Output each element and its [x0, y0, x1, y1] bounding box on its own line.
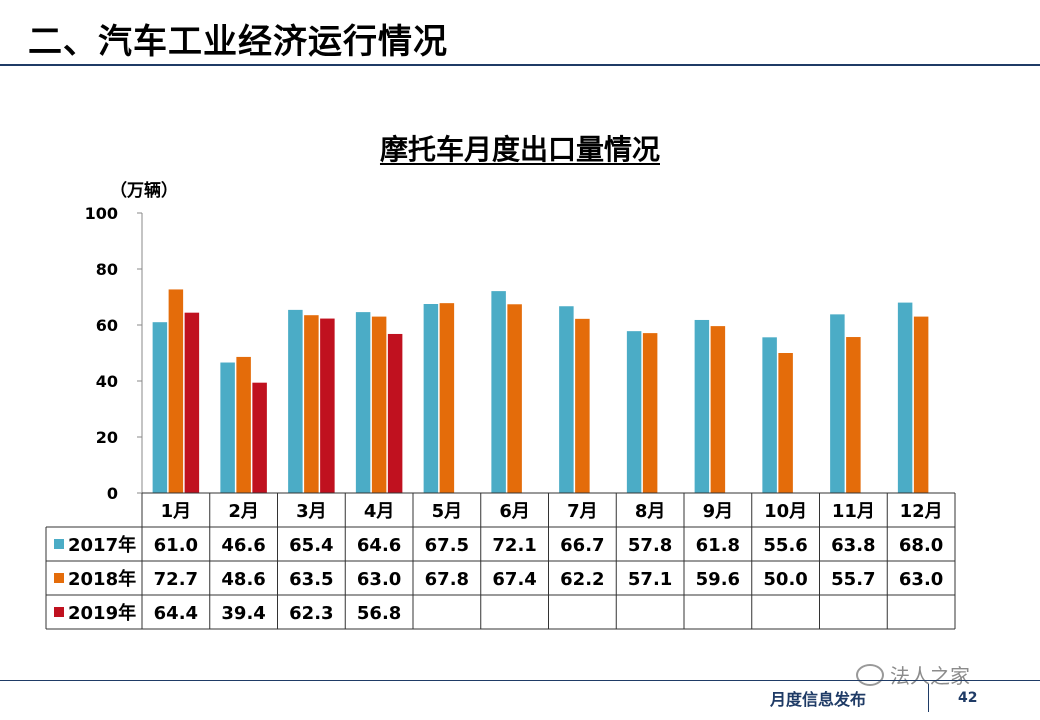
- y-tick-label: 100: [85, 204, 118, 223]
- watermark-text: 法人之家: [890, 664, 970, 688]
- bar: [762, 337, 777, 493]
- bar: [288, 309, 303, 493]
- data-table-value: 61.8: [696, 535, 740, 556]
- bar: [184, 312, 200, 493]
- bar: [439, 303, 455, 493]
- bar: [710, 326, 726, 493]
- bar: [913, 316, 929, 493]
- bar: [846, 337, 861, 493]
- bar: [491, 291, 506, 493]
- data-table-value: 67.5: [425, 535, 469, 556]
- data-table-value: 55.6: [763, 535, 807, 556]
- legend-swatch: [54, 573, 64, 583]
- x-category-label: 5月: [432, 501, 463, 522]
- y-tick-label: 0: [107, 484, 118, 503]
- data-table-value: 64.4: [154, 603, 198, 624]
- data-table-value: 59.6: [696, 569, 740, 590]
- bar: [387, 333, 403, 493]
- legend-series-name: 2018年: [68, 568, 136, 590]
- footer-text: 月度信息发布: [770, 690, 867, 709]
- bar: [355, 312, 371, 493]
- data-table-value: 56.8: [357, 603, 401, 624]
- slide-title: 二、汽车工业经济运行情况: [28, 22, 448, 62]
- bar: [897, 302, 913, 493]
- bar: [304, 315, 319, 493]
- bar: [559, 306, 574, 493]
- x-category-label: 7月: [567, 501, 598, 522]
- bar: [152, 322, 168, 493]
- y-tick-label: 20: [96, 428, 118, 447]
- data-table-value: 67.4: [492, 569, 536, 590]
- data-table-value: 61.0: [154, 535, 198, 556]
- x-category-label: 11月: [832, 501, 875, 522]
- data-table-value: 62.3: [289, 603, 333, 624]
- bar: [252, 382, 267, 493]
- y-axis-unit-label: （万辆）: [110, 181, 178, 201]
- legend-series-name: 2019年: [68, 602, 136, 624]
- x-category-label: 1月: [161, 501, 192, 522]
- data-table-value: 68.0: [899, 535, 943, 556]
- chat-bubble-icon: [856, 663, 884, 686]
- title-divider: [0, 64, 1040, 66]
- chart-title-text: 摩托车月度出口量情况: [379, 133, 660, 166]
- bar: [830, 314, 845, 493]
- bar: [575, 318, 590, 493]
- footer-divider: [0, 680, 1040, 681]
- x-category-label: 6月: [499, 501, 530, 522]
- data-table-value: 50.0: [763, 569, 807, 590]
- y-tick-label: 80: [96, 260, 118, 279]
- x-category-label: 4月: [364, 501, 395, 522]
- data-table-value: 55.7: [831, 569, 875, 590]
- x-category-label: 9月: [703, 501, 734, 522]
- data-table-value: 66.7: [560, 535, 604, 556]
- bar: [423, 304, 439, 493]
- watermark: 法人之家: [856, 660, 970, 689]
- x-category-label: 10月: [764, 501, 807, 522]
- data-table-value: 63.5: [289, 569, 333, 590]
- bar: [220, 362, 235, 493]
- data-table-value: 39.4: [221, 603, 265, 624]
- bar: [694, 319, 710, 493]
- footer-separator: [928, 684, 929, 712]
- bar: [168, 289, 184, 493]
- bar: [320, 318, 335, 493]
- data-table-value: 72.7: [154, 569, 198, 590]
- data-table-value: 63.8: [831, 535, 875, 556]
- data-table-value: 65.4: [289, 535, 333, 556]
- legend-series-name: 2017年: [68, 534, 136, 556]
- legend-swatch: [54, 607, 64, 617]
- data-table-value: 62.2: [560, 569, 604, 590]
- data-table-value: 57.1: [628, 569, 672, 590]
- x-category-label: 8月: [635, 501, 666, 522]
- y-tick-label: 60: [96, 316, 118, 335]
- data-table-value: 57.8: [628, 535, 672, 556]
- x-category-label: 3月: [296, 501, 327, 522]
- data-table-value: 63.0: [357, 569, 401, 590]
- data-table-value: 48.6: [221, 569, 265, 590]
- bar: [236, 356, 251, 493]
- page-number: 42: [958, 690, 978, 706]
- chart-title: 摩托车月度出口量情况: [0, 128, 1040, 168]
- data-table-value: 64.6: [357, 535, 401, 556]
- legend-swatch: [54, 539, 64, 549]
- bar: [642, 333, 658, 493]
- bar: [507, 304, 522, 493]
- bar: [626, 331, 642, 493]
- bar: [778, 353, 793, 493]
- x-category-label: 12月: [900, 501, 943, 522]
- data-table-value: 67.8: [425, 569, 469, 590]
- data-table-value: 46.6: [221, 535, 265, 556]
- data-table-value: 63.0: [899, 569, 943, 590]
- bar: [371, 316, 387, 493]
- data-table-value: 72.1: [492, 535, 536, 556]
- x-category-label: 2月: [228, 501, 259, 522]
- y-tick-label: 40: [96, 372, 118, 391]
